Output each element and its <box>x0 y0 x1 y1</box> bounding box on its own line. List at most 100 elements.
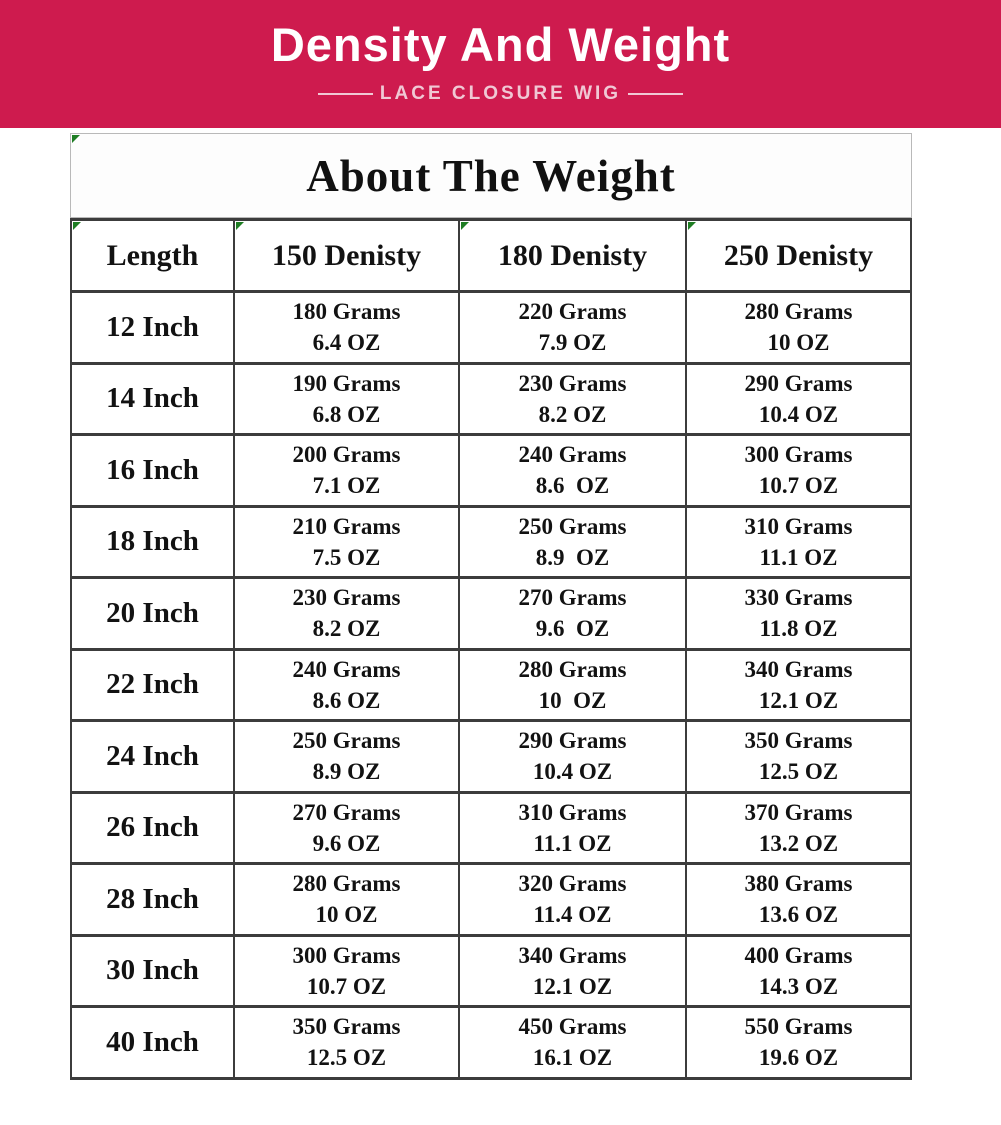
grams-text: 340 Grams <box>744 656 853 682</box>
length-cell: 28 Inch <box>70 862 235 937</box>
grams-text: 190 Grams <box>292 370 401 396</box>
oz-text: 7.9 OZ <box>538 330 607 356</box>
weight-title-box: About The Weight <box>70 133 912 218</box>
oz-text: 10.7 OZ <box>306 973 387 999</box>
grams-text: 230 Grams <box>518 370 627 396</box>
grams-text: 320 Grams <box>518 871 627 897</box>
weight-cell: 330 Grams 11.8 OZ <box>685 576 912 651</box>
weight-cell: 350 Grams 12.5 OZ <box>685 719 912 794</box>
weight-cell: 200 Grams 7.1 OZ <box>233 433 460 508</box>
weight-cell: 270 Grams 9.6 OZ <box>458 576 687 651</box>
weight-cell: 250 Grams 8.9 OZ <box>458 504 687 579</box>
weight-cell: 340 Grams 12.1 OZ <box>685 647 912 722</box>
table-row: 14 Inch 190 Grams 6.8 OZ 230 Grams 8.2 O… <box>70 361 912 436</box>
oz-text: 14.3 OZ <box>758 973 839 999</box>
weight-cell: 230 Grams 8.2 OZ <box>233 576 460 651</box>
grams-text: 450 Grams <box>518 1014 627 1040</box>
table-row: 30 Inch 300 Grams 10.7 OZ 340 Grams 12.1… <box>70 933 912 1008</box>
oz-text: 9.6 OZ <box>312 830 381 856</box>
oz-text: 19.6 OZ <box>758 1045 839 1071</box>
weight-cell: 240 Grams 8.6 OZ <box>233 647 460 722</box>
header-banner: Density And Weight LACE CLOSURE WIG <box>0 0 1001 128</box>
oz-text: 6.8 OZ <box>312 401 381 427</box>
green-corner-mark <box>236 222 244 230</box>
oz-text: 8.9 OZ <box>312 759 381 785</box>
col-header-250-density: 250 Denisty <box>685 218 912 293</box>
col-header-length: Length <box>70 218 235 293</box>
grams-text: 350 Grams <box>292 1014 401 1040</box>
oz-text: 11.8 OZ <box>759 616 838 642</box>
length-cell: 20 Inch <box>70 576 235 651</box>
weight-cell: 290 Grams 10.4 OZ <box>458 719 687 794</box>
grams-text: 310 Grams <box>518 799 627 825</box>
green-corner-mark <box>72 135 80 143</box>
length-cell: 22 Inch <box>70 647 235 722</box>
weight-cell: 310 Grams 11.1 OZ <box>685 504 912 579</box>
grams-text: 290 Grams <box>518 728 627 754</box>
oz-text: 13.6 OZ <box>758 902 839 928</box>
length-cell: 16 Inch <box>70 433 235 508</box>
grams-text: 280 Grams <box>744 299 853 325</box>
banner-title: Density And Weight <box>270 18 731 71</box>
oz-text: 10.4 OZ <box>532 759 613 785</box>
grams-text: 290 Grams <box>744 370 853 396</box>
length-cell: 14 Inch <box>70 361 235 436</box>
table-row: 40 Inch 350 Grams 12.5 OZ 450 Grams 16.1… <box>70 1005 912 1080</box>
oz-text: 7.5 OZ <box>312 544 381 570</box>
weight-cell: 300 Grams 10.7 OZ <box>233 933 460 1008</box>
oz-text: 7.1 OZ <box>312 473 381 499</box>
table-row: 20 Inch 230 Grams 8.2 OZ 270 Grams 9.6 O… <box>70 576 912 651</box>
weight-cell: 370 Grams 13.2 OZ <box>685 790 912 865</box>
grams-text: 230 Grams <box>292 585 401 611</box>
weight-cell: 210 Grams 7.5 OZ <box>233 504 460 579</box>
table-row: 16 Inch 200 Grams 7.1 OZ 240 Grams 8.6 O… <box>70 433 912 508</box>
grams-text: 240 Grams <box>292 656 401 682</box>
weight-cell: 320 Grams 11.4 OZ <box>458 862 687 937</box>
grams-text: 280 Grams <box>518 656 627 682</box>
oz-text: 16.1 OZ <box>532 1045 613 1071</box>
oz-text: 8.6 OZ <box>312 687 381 713</box>
weight-cell: 550 Grams 19.6 OZ <box>685 1005 912 1080</box>
weight-cell: 450 Grams 16.1 OZ <box>458 1005 687 1080</box>
weight-cell: 300 Grams 10.7 OZ <box>685 433 912 508</box>
oz-text: 10 OZ <box>315 902 378 928</box>
oz-text: 11.1 OZ <box>533 830 612 856</box>
grams-text: 380 Grams <box>744 871 853 897</box>
grams-text: 220 Grams <box>518 299 627 325</box>
subtitle-left-line <box>317 93 373 95</box>
banner-subtitle-text: LACE CLOSURE WIG <box>379 83 622 104</box>
weight-cell: 280 Grams 10 OZ <box>458 647 687 722</box>
weight-cell: 250 Grams 8.9 OZ <box>233 719 460 794</box>
grams-text: 250 Grams <box>518 513 627 539</box>
weight-cell: 400 Grams 14.3 OZ <box>685 933 912 1008</box>
length-cell: 24 Inch <box>70 719 235 794</box>
table-row: 18 Inch 210 Grams 7.5 OZ 250 Grams 8.9 O… <box>70 504 912 579</box>
weight-cell: 280 Grams 10 OZ <box>233 862 460 937</box>
subtitle-right-line <box>628 93 684 95</box>
oz-text: 8.2 OZ <box>538 401 607 427</box>
oz-text: 10 OZ <box>767 330 830 356</box>
length-cell: 30 Inch <box>70 933 235 1008</box>
weight-cell: 290 Grams 10.4 OZ <box>685 361 912 436</box>
weight-cell: 270 Grams 9.6 OZ <box>233 790 460 865</box>
grams-text: 280 Grams <box>292 871 401 897</box>
oz-text: 12.5 OZ <box>306 1045 387 1071</box>
oz-text: 12.1 OZ <box>758 687 839 713</box>
weight-cell: 340 Grams 12.1 OZ <box>458 933 687 1008</box>
oz-text: 10.7 OZ <box>758 473 839 499</box>
table-row: 12 Inch 180 Grams 6.4 OZ 220 Grams 7.9 O… <box>70 290 912 365</box>
grams-text: 250 Grams <box>292 728 401 754</box>
oz-text: 10 OZ <box>538 687 607 713</box>
length-cell: 12 Inch <box>70 290 235 365</box>
grams-text: 210 Grams <box>292 513 401 539</box>
banner-subtitle: LACE CLOSURE WIG <box>0 83 1001 105</box>
table-body: 12 Inch 180 Grams 6.4 OZ 220 Grams 7.9 O… <box>70 290 912 1080</box>
grams-text: 350 Grams <box>744 728 853 754</box>
grams-text: 270 Grams <box>292 799 401 825</box>
weight-cell: 180 Grams 6.4 OZ <box>233 290 460 365</box>
weight-cell: 350 Grams 12.5 OZ <box>233 1005 460 1080</box>
table-header-row: Length 150 Denisty 180 Denisty 250 Denis… <box>70 218 912 293</box>
grams-text: 550 Grams <box>744 1014 853 1040</box>
weight-title: About The Weight <box>306 150 676 201</box>
grams-text: 240 Grams <box>518 442 627 468</box>
